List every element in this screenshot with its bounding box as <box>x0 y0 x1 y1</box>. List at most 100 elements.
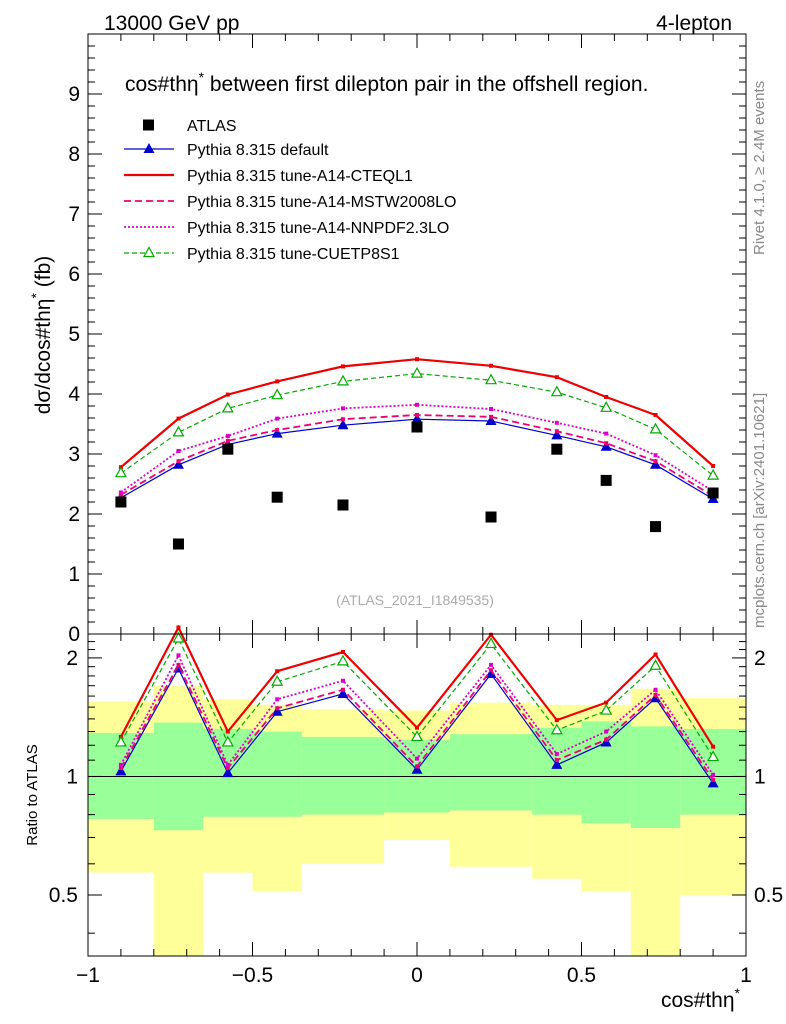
ratio-marker <box>489 632 494 637</box>
ratio-marker <box>554 752 559 757</box>
main-frame <box>87 33 747 635</box>
ratio-marker <box>176 625 181 630</box>
series-marker <box>275 416 280 421</box>
atlas-point <box>707 487 719 499</box>
ratio-marker <box>275 706 280 711</box>
ratio-marker <box>221 735 234 747</box>
series-marker <box>225 392 230 397</box>
ratio-marker <box>275 697 280 702</box>
ratio-marker <box>489 668 494 673</box>
ratio-marker <box>489 662 494 667</box>
main-y-axis: 0 1 2 3 4 5 6 7 8 9 <box>68 33 746 646</box>
ratio-line <box>120 637 714 758</box>
atlas-point <box>271 491 283 503</box>
ratio-marker <box>554 718 559 723</box>
ratio-tick-label-right: 0.5 <box>754 884 783 907</box>
ratio-marker <box>485 637 498 649</box>
band-inner <box>88 732 154 819</box>
y-tick-label: 8 <box>68 143 80 166</box>
band-inner <box>630 726 681 828</box>
ratio-marker <box>225 762 230 767</box>
atlas-point <box>222 443 234 455</box>
series-marker <box>415 357 419 362</box>
series-marker <box>176 449 181 453</box>
series-marker <box>225 434 230 438</box>
ratio-marker <box>222 767 234 778</box>
ratio-marker <box>336 654 349 666</box>
legend-label: Pythia 8.315 tune-CUETP8S1 <box>187 246 400 263</box>
y-tick-label: 0 <box>68 623 80 646</box>
atlas-point <box>551 443 563 455</box>
series-marker <box>604 395 609 399</box>
ratio-marker <box>271 674 284 686</box>
ratio-marker <box>485 668 497 679</box>
series-line <box>120 403 714 494</box>
series-marker <box>118 492 123 497</box>
series-marker <box>649 422 662 434</box>
series-marker <box>411 413 423 424</box>
series-marker <box>225 438 230 443</box>
ratio-marker <box>550 723 563 735</box>
ratio-y-axis: 0.5 0.5 1 1 2 2 <box>49 641 783 934</box>
y-tick-label: 4 <box>68 383 80 406</box>
plot-title: cos#thη* between first dilepton pair in … <box>125 69 648 96</box>
atlas-point <box>485 511 497 523</box>
ratio-marker <box>275 669 280 674</box>
ratio-marker <box>340 650 345 655</box>
series-marker <box>271 388 284 400</box>
legend-label: Pythia 8.315 tune-A14-CTEQL1 <box>187 168 413 185</box>
legend-marker <box>142 246 156 258</box>
x-tick-label: −1 <box>76 964 100 987</box>
ratio-marker <box>271 705 283 716</box>
atlas-data-points <box>115 421 719 550</box>
ratio-marker <box>410 730 424 742</box>
legend-marker <box>143 143 155 153</box>
series-marker <box>604 441 609 446</box>
ratio-marker <box>225 766 230 771</box>
legend-label: Pythia 8.315 tune-A14-MSTW2008LO <box>187 194 456 211</box>
series-marker <box>554 429 559 434</box>
series-marker <box>600 401 613 412</box>
y-axis-label: dσ/dcos#thη* (fb) <box>28 256 55 415</box>
header-right: 4-lepton <box>656 12 732 35</box>
y-tick-label: 1 <box>68 563 80 586</box>
ratio-tick-label-right: 1 <box>754 765 766 788</box>
atlas-point <box>337 499 349 511</box>
legend-label: Pythia 8.315 tune-A14-NNPDF2.3LO <box>187 220 449 237</box>
ratio-marker <box>415 725 419 730</box>
y-tick-label: 6 <box>68 263 80 286</box>
series-marker <box>337 419 349 430</box>
legend-label: Pythia 8.315 default <box>187 142 329 159</box>
side-text-bottom: mcplots.cern.ch [arXiv:2401.10621] <box>751 393 768 628</box>
ratio-y-label: Ratio to ATLAS <box>24 744 41 845</box>
ratio-marker <box>604 737 609 742</box>
ratio-marker <box>653 693 658 698</box>
series-marker <box>271 427 283 438</box>
series-marker <box>707 468 720 480</box>
ratio-marker <box>118 766 123 771</box>
y-tick-label: 3 <box>68 443 80 466</box>
side-text-top: Rivet 4.1.0, ≥ 2.4M events <box>751 81 768 255</box>
series-marker <box>489 363 494 368</box>
x-axis-label: cos#thη* <box>661 985 741 1012</box>
band-inner <box>301 736 385 815</box>
ratio-marker <box>600 703 613 715</box>
ratio-marker <box>340 678 345 683</box>
series-marker <box>551 429 563 440</box>
y-tick-label: 9 <box>68 83 80 106</box>
ratio-marker <box>711 772 716 777</box>
ratio-marker <box>653 652 658 657</box>
x-axis: −1 −0.5 0 0.5 1 <box>76 634 752 987</box>
series-marker <box>221 401 234 413</box>
series-marker <box>485 415 497 425</box>
ratio-panel: 0.5 0.5 1 1 2 2 −1 −0.5 0 0.5 1 Ratio to ATLAS co… <box>24 624 783 1012</box>
ratio-marker <box>711 777 716 782</box>
header-left: 13000 GeV pp <box>104 12 239 35</box>
series-marker <box>176 459 181 464</box>
series-marker <box>485 373 498 385</box>
series-marker <box>410 366 424 378</box>
series-marker <box>489 414 494 419</box>
series-line <box>120 372 714 477</box>
series-marker <box>176 416 181 421</box>
